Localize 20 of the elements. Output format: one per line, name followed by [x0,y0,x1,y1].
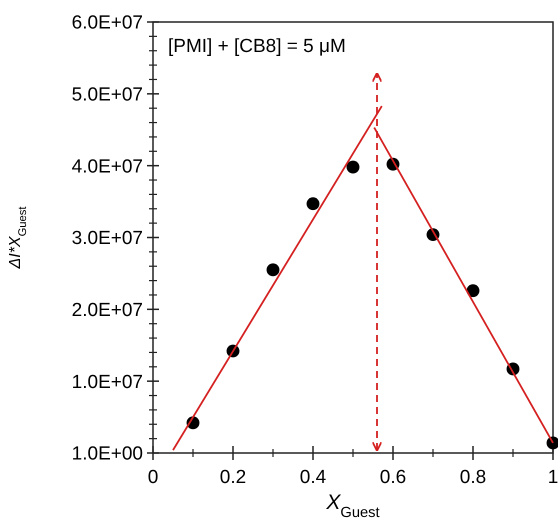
y-tick-label: 1.0E+07 [72,372,143,393]
y-tick-label: 3.0E+07 [72,228,143,250]
x-tick-label: 0.6 [380,467,406,488]
y-tick-label: 6.0E+07 [72,12,143,34]
x-tick-label: 0.2 [220,467,246,488]
x-tick-label: 0 [148,467,158,488]
point [466,284,480,298]
x-axis-title: X$_{Guest}$ [325,491,380,518]
annotation: [PMI] + [CB8] = 5 μM [168,36,346,57]
point [266,263,280,276]
x-tick-label: 0.8 [460,467,486,488]
point [346,160,360,174]
point [306,197,320,210]
point [546,436,558,450]
y-tick-label: 2.0E+07 [72,300,143,321]
x-tick-label: 1 [548,467,558,488]
y-tick-label: 5.0E+07 [72,84,143,106]
y-tick-label: 1.0E+00 [72,444,143,465]
y-tick-label: 4.0E+07 [72,156,143,178]
x-tick-label: 0.4 [300,467,327,488]
